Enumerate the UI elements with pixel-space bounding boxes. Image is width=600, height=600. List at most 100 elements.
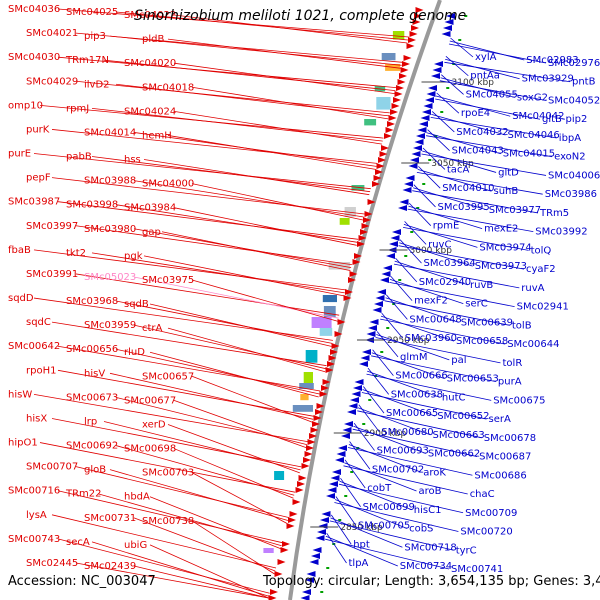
gene-label-left[interactable]: gloB [84,465,106,476]
gene-label-left[interactable]: hisX [26,413,47,424]
gene-label-left[interactable]: rpoH1 [26,365,56,376]
gene-label-right[interactable]: pntB [572,77,596,88]
gene-label-right[interactable]: mexF2 [414,296,448,307]
gene-label-left[interactable]: SMc03959 [84,320,136,331]
gene-label-left[interactable]: SMc00743 [8,534,60,545]
gene-label-right[interactable]: pal [451,355,466,366]
gene-label-right[interactable]: SMc00734 [400,561,452,572]
gene-label-right[interactable]: tlpA [349,558,369,569]
gene-label-left[interactable]: SMc03968 [66,296,118,307]
gene-label-left[interactable]: purE [8,149,31,160]
gene-label-left[interactable]: SMc00707 [26,462,78,473]
gene-label-left[interactable]: SMc03997 [26,221,78,232]
gene-label-right[interactable]: SMc04006 [548,170,600,181]
gene-label-right[interactable]: SMc00653 [447,374,499,385]
gene-label-left[interactable]: SMc04014 [84,127,136,138]
gene-label-right[interactable]: SMc00663 [433,430,485,441]
gene-label-left[interactable]: secA [66,537,90,548]
gene-label-left[interactable]: pgk [124,251,143,262]
gene-label-right[interactable]: glmM [400,352,428,363]
gene-label-right[interactable]: SMc00662 [428,449,480,460]
gene-label-left[interactable]: lysA [26,510,47,521]
gene-label-right[interactable]: SMc00665 [386,408,438,419]
gene-label-right[interactable]: SMc04032 [456,127,508,138]
gene-label-left[interactable]: TRm17N [65,55,109,66]
gene-label-left[interactable]: SMc00692 [66,441,118,452]
gene-label-left[interactable]: SMc04030 [8,52,60,63]
gene-label-right[interactable]: SMc00648 [409,314,461,325]
gene-label-right[interactable]: SMc03974 [479,242,531,253]
gene-label-left[interactable]: SMc00677 [124,395,176,406]
gene-label-right[interactable]: SMc03992 [535,227,587,238]
gene-label-right[interactable]: serC [465,299,487,310]
gene-label-right[interactable]: SMc00666 [395,371,447,382]
gene-label-right[interactable]: purA [498,377,522,388]
gene-label-right[interactable]: SMc00709 [465,508,517,519]
gene-label-right[interactable]: ruvA [521,283,544,294]
gene-label-right[interactable]: ruvC [428,239,451,250]
gene-label-right[interactable]: SMc03929 [522,74,574,85]
gene-label-right[interactable]: SMc02941 [517,302,569,313]
gene-label-right[interactable]: SMc00644 [507,339,559,350]
gene-label-left[interactable]: hbdA [124,492,150,503]
gene-label-right[interactable]: SMc03973 [475,261,527,272]
gene-label-right[interactable]: gltD [498,167,519,178]
gene-label-right[interactable]: SMc04042 [512,111,564,122]
gene-label-left[interactable]: xerD [142,419,166,430]
gene-label-right[interactable]: aroK [423,467,446,478]
gene-label-left[interactable]: SMc03975 [142,275,194,286]
gene-label-right[interactable]: SMc00718 [404,542,456,553]
gene-label-right[interactable]: SMc04010 [442,183,494,194]
gene-label-left[interactable]: SMc04020 [124,58,176,69]
gene-label-right[interactable]: SMc00702 [372,464,424,475]
gene-label-right[interactable]: SMc00687 [479,452,531,463]
gene-label-right[interactable]: cobS [409,524,433,535]
gene-label-left[interactable]: SMc04029 [26,76,78,87]
gene-label-right[interactable]: ibpA [559,133,581,144]
gene-label-right[interactable]: SMc04015 [503,149,555,160]
gene-label-left[interactable]: TRm22 [65,489,102,500]
gene-label-left[interactable]: SMc00716 [8,486,60,497]
gene-label-right[interactable]: cobT [367,483,392,494]
gene-label-right[interactable]: SMc03995 [438,202,490,213]
gene-label-left[interactable]: SMc03984 [124,203,176,214]
gene-label-right[interactable]: tolB [512,320,532,331]
gene-label-left[interactable]: ilvD2 [84,79,110,90]
gene-label-left[interactable]: SMc03987 [8,197,60,208]
gene-label-left[interactable]: SMc05023 [84,272,136,283]
gene-label-right[interactable]: SMc00680 [381,427,433,438]
gene-label-right[interactable]: SMc00652 [437,411,489,422]
gene-label-left[interactable]: hisV [84,368,105,379]
gene-label-left[interactable]: hipO1 [8,438,38,449]
gene-label-left[interactable]: hemH [142,130,172,141]
gene-label-left[interactable]: omp10 [8,100,43,111]
gene-label-left[interactable]: SMc02439 [84,561,136,572]
gene-label-left[interactable]: SMc04022 [124,10,176,21]
gene-label-left[interactable]: sqdD [8,293,34,304]
gene-label-left[interactable]: SMc00731 [84,513,136,524]
gene-label-right[interactable]: SMc00686 [474,470,526,481]
gene-label-right[interactable]: SMc03986 [545,189,597,200]
gene-label-left[interactable]: lrp [84,416,97,427]
gene-label-right[interactable]: gltB-pip2 [542,114,587,125]
gene-label-right[interactable]: mexE2 [484,224,518,235]
gene-label-right[interactable]: rpoE4 [461,108,490,119]
gene-label-left[interactable]: SMc00703 [142,468,194,479]
gene-label-right[interactable]: SMc00678 [484,433,536,444]
gene-label-right[interactable]: xylA [475,52,497,63]
gene-label-left[interactable]: fbaB [8,245,31,256]
gene-label-left[interactable]: SMc00673 [66,392,118,403]
gene-label-right[interactable]: pntAa [470,71,500,82]
gene-label-right[interactable]: exoN2 [554,152,586,163]
gene-label-left[interactable]: purK [26,124,50,135]
gene-label-left[interactable]: ubiG [124,540,147,551]
gene-label-right[interactable]: tolR [503,358,523,369]
gene-label-right[interactable]: hisC1 [414,505,442,516]
gene-label-right[interactable]: SMc00639 [461,317,513,328]
gene-label-left[interactable]: hisW [8,389,32,400]
gene-label-right[interactable]: SMc04052 [548,95,600,106]
gene-label-left[interactable]: SMc00698 [124,444,176,455]
gene-label-right[interactable]: rpmE [433,221,460,232]
gene-label-right[interactable]: hpt [353,539,370,550]
gene-label-left[interactable]: SMc04036 [8,4,60,15]
